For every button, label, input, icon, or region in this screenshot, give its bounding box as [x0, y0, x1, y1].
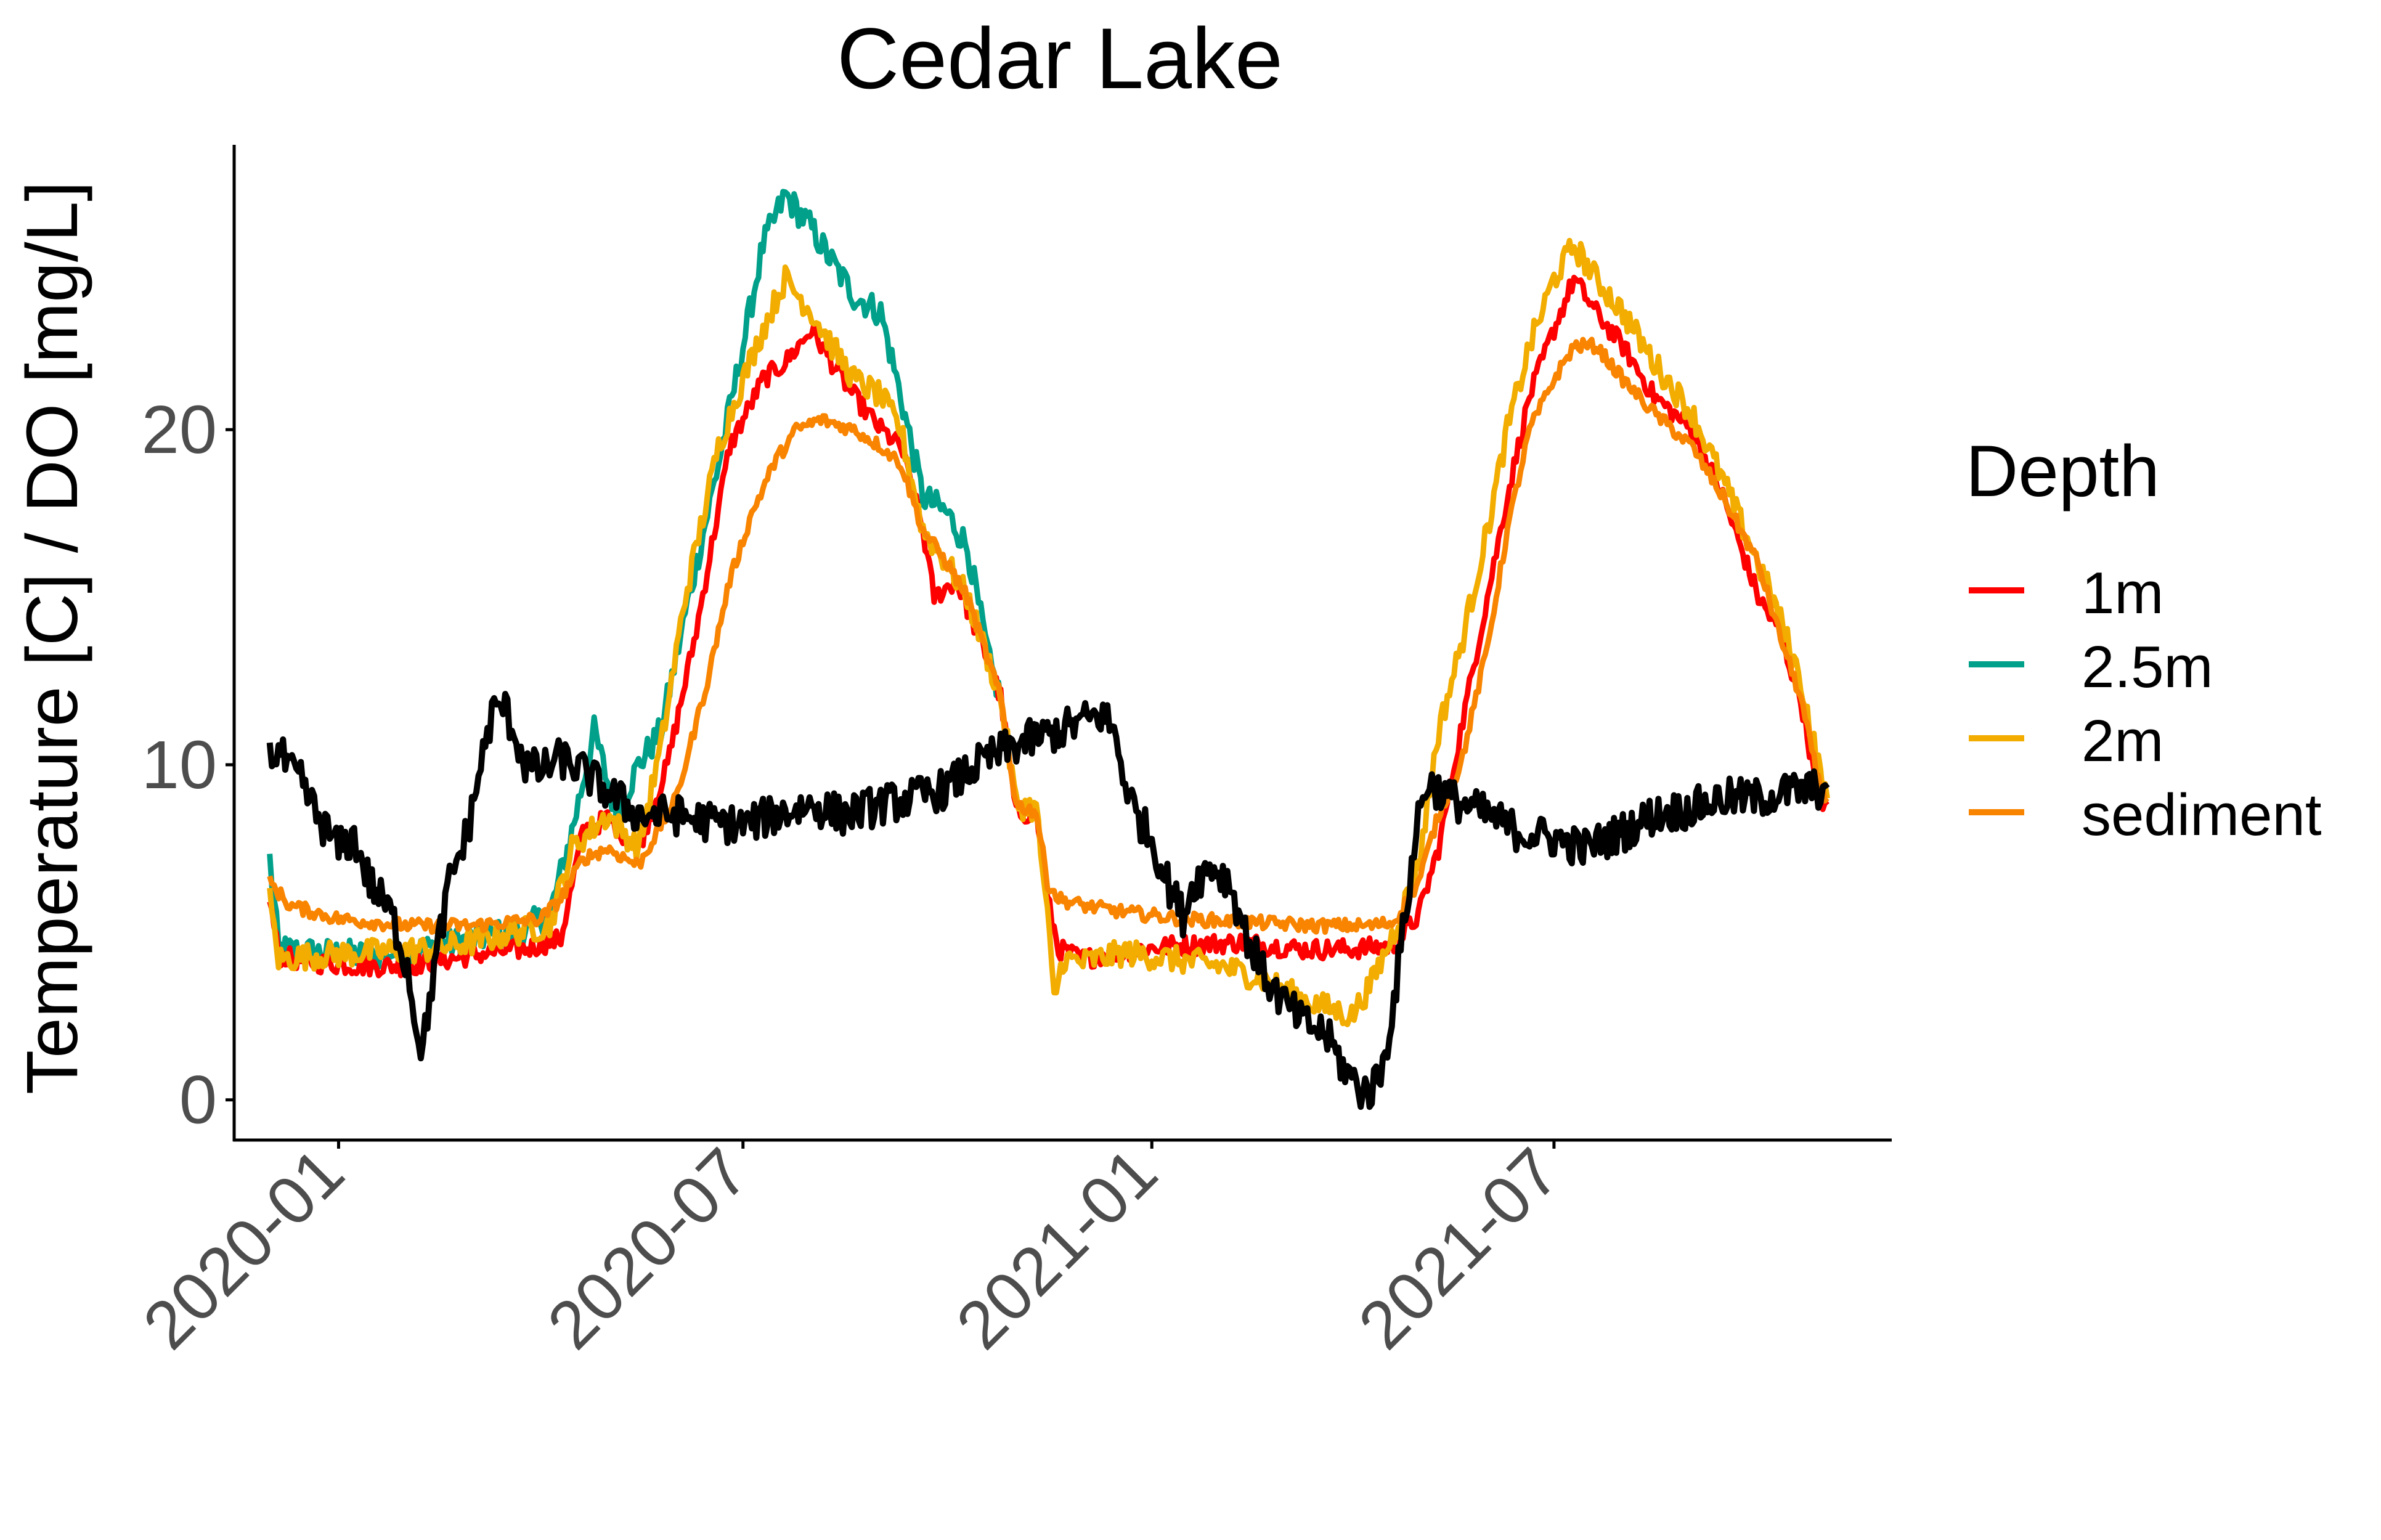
- x-tick-label: 2021-07: [1344, 1134, 1573, 1363]
- plot-area: [266, 189, 1830, 1110]
- series-line-2m: [267, 238, 1830, 1027]
- series-line-black: [266, 691, 1830, 1110]
- legend: Depth 1m 2.5m 2m sediment: [1966, 431, 2322, 848]
- y-ticks: 0 10 20: [142, 392, 234, 1138]
- series-layer: [266, 189, 1830, 1110]
- chart-title: Cedar Lake: [837, 10, 1283, 107]
- legend-items: 1m 2.5m 2m sediment: [1969, 560, 2322, 848]
- x-ticks: 2020-01 2020-07 2021-01 2021-07: [129, 1134, 1574, 1363]
- series-line-2-5m: [267, 189, 1004, 970]
- legend-title: Depth: [1966, 431, 2160, 512]
- x-tick-label: 2020-07: [533, 1134, 762, 1363]
- legend-label: 2m: [2082, 708, 2163, 774]
- legend-label: sediment: [2082, 782, 2322, 848]
- legend-label: 1m: [2082, 560, 2163, 626]
- x-tick-label: 2020-01: [129, 1134, 358, 1363]
- y-tick-label: 10: [142, 727, 217, 803]
- series-line-1m: [267, 274, 1830, 979]
- x-tick-label: 2021-01: [942, 1134, 1171, 1363]
- y-tick-label: 0: [179, 1062, 217, 1138]
- y-axis-label: Temperature [C] / DO [mg/L]: [12, 181, 93, 1094]
- y-tick-label: 20: [142, 392, 217, 468]
- series-line-sediment: [267, 336, 1830, 935]
- legend-label: 2.5m: [2082, 634, 2213, 700]
